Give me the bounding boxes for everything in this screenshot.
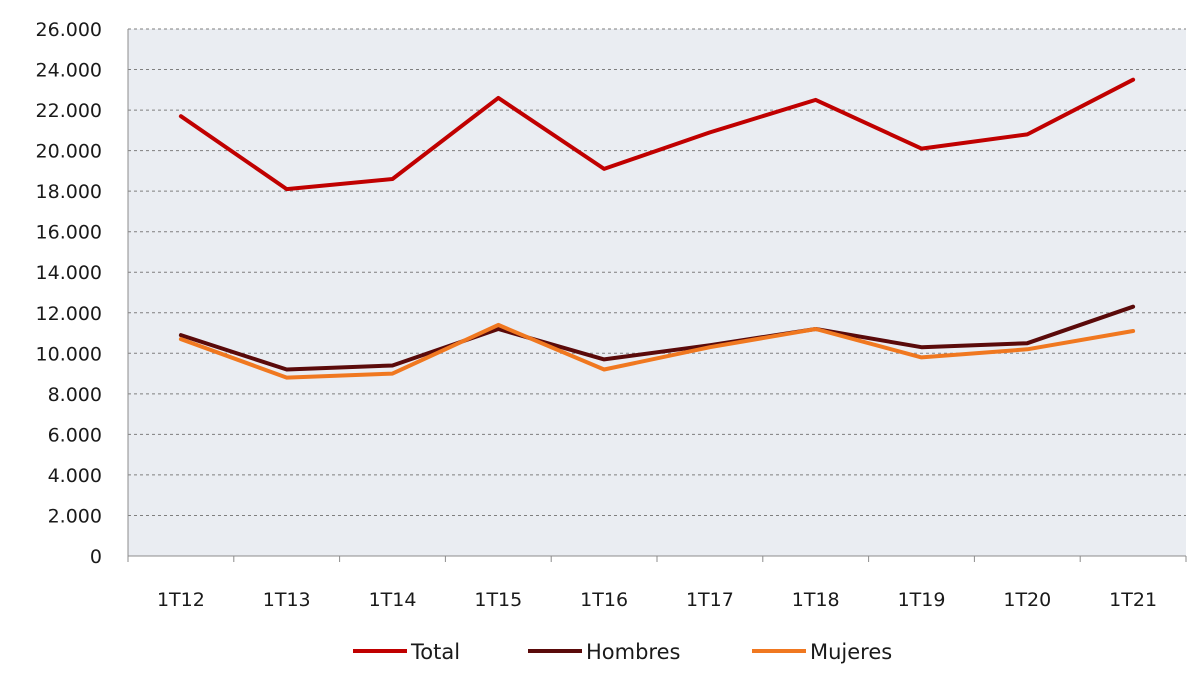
- x-axis-tick-labels: 1T12 1T13 1T14 1T15 1T16 1T17 1T18 1T19 1T20 1T21: [157, 589, 1157, 611]
- y-tick-label: 16.000: [36, 222, 102, 244]
- legend-item-hombres: Hombres: [528, 640, 680, 664]
- x-tick-label: 1T13: [263, 589, 311, 611]
- series-line-hombres: [178, 304, 1136, 372]
- series-line-mujeres: [178, 322, 1136, 380]
- y-axis-tick-labels: 0 2.000 4.000 6.000 8.000 10.000 12.000 14.000 1…: [36, 19, 102, 568]
- x-tick-label: 1T18: [792, 589, 840, 611]
- y-tick-label: 26.000: [36, 19, 102, 41]
- y-tick-label: 4.000: [48, 465, 102, 487]
- x-tick-label: 1T15: [474, 589, 522, 611]
- y-tick-label: 24.000: [36, 60, 102, 82]
- y-tick-label: 22.000: [36, 100, 102, 122]
- series-lines: [178, 77, 1136, 380]
- x-tick-label: 1T19: [898, 589, 946, 611]
- legend: Total Hombres Mujeres: [353, 640, 892, 664]
- legend-label: Hombres: [586, 640, 680, 664]
- y-tick-label: 20.000: [36, 141, 102, 163]
- legend-item-total: Total: [353, 640, 460, 664]
- y-tick-label: 14.000: [36, 262, 102, 284]
- x-tick-label: 1T16: [580, 589, 628, 611]
- x-tick-label: 1T14: [369, 589, 417, 611]
- y-tick-label: 12.000: [36, 303, 102, 325]
- legend-item-mujeres: Mujeres: [752, 640, 892, 664]
- y-tick-label: 0: [90, 546, 102, 568]
- y-tick-label: 18.000: [36, 181, 102, 203]
- y-tick-label: 10.000: [36, 343, 102, 365]
- x-tick-label: 1T12: [157, 589, 205, 611]
- series-line-total: [178, 77, 1136, 192]
- x-tick-label: 1T17: [686, 589, 734, 611]
- legend-label: Mujeres: [810, 640, 892, 664]
- y-tick-label: 2.000: [48, 505, 102, 527]
- legend-label: Total: [410, 640, 460, 664]
- y-tick-label: 8.000: [48, 384, 102, 406]
- plot-area: [128, 29, 1186, 556]
- x-tick-label: 1T21: [1109, 589, 1157, 611]
- axes: [127, 29, 1187, 562]
- x-tick-label: 1T20: [1003, 589, 1051, 611]
- y-tick-label: 6.000: [48, 424, 102, 446]
